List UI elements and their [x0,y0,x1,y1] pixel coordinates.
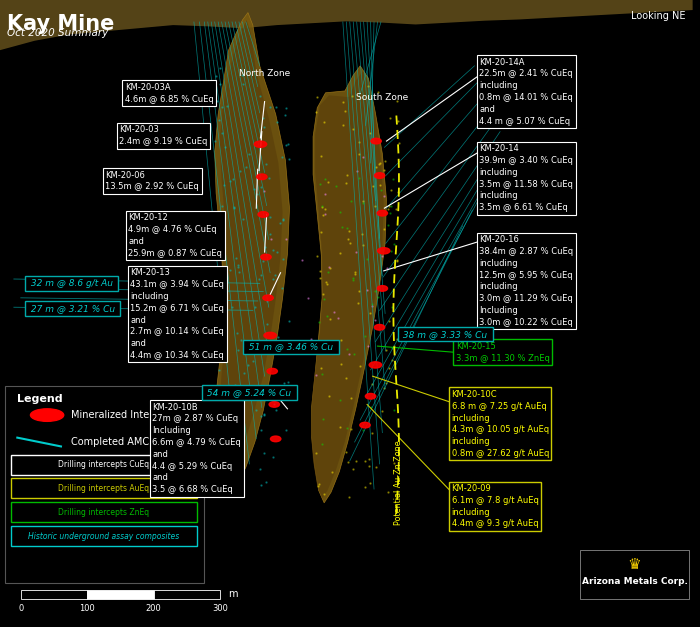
Ellipse shape [377,285,388,291]
Ellipse shape [264,332,276,339]
Polygon shape [0,0,692,50]
Text: 32 m @ 8.6 g/t Au: 32 m @ 8.6 g/t Au [28,279,116,288]
Text: KM-20-03A
4.6m @ 6.85 % CuEq: KM-20-03A 4.6m @ 6.85 % CuEq [125,83,214,103]
Bar [88,590,154,599]
FancyBboxPatch shape [11,478,197,498]
Ellipse shape [267,369,277,374]
FancyBboxPatch shape [580,550,690,599]
Ellipse shape [374,325,385,330]
Ellipse shape [258,211,268,217]
Ellipse shape [365,394,376,399]
Text: Oct 2020 Summary: Oct 2020 Summary [7,28,108,38]
Text: 38 m @ 3.33 % Cu: 38 m @ 3.33 % Cu [400,330,490,339]
Text: 200: 200 [146,604,162,613]
Ellipse shape [263,295,273,301]
Text: South Zone: South Zone [356,93,409,102]
Ellipse shape [371,138,382,144]
Text: Kay Mine: Kay Mine [7,14,114,34]
Text: Historic underground assay composites: Historic underground assay composites [28,532,179,540]
Text: KM-20-12
4.9m @ 4.76 % CuEq
and
25.9m @ 0.87 % CuEq: KM-20-12 4.9m @ 4.76 % CuEq and 25.9m @ … [128,213,222,258]
Text: 27 m @ 3.21 % Cu: 27 m @ 3.21 % Cu [28,304,118,313]
Bar [21,590,88,599]
Text: Drilling intercepts AuEq: Drilling intercepts AuEq [58,484,150,493]
Bar [154,590,220,599]
Text: 54 m @ 5.24 % Cu: 54 m @ 5.24 % Cu [204,388,294,397]
Text: KM-20-13
43.1m @ 3.94 % CuEq
including
15.2m @ 6.71 % CuEq
and
2.7m @ 10.14 % Cu: KM-20-13 43.1m @ 3.94 % CuEq including 1… [130,268,224,360]
Text: 100: 100 [79,604,95,613]
Text: Potential Au-Zn Zone: Potential Au-Zn Zone [395,441,403,525]
Polygon shape [220,20,283,482]
Text: KM-20-10C
6.8 m @ 7.25 g/t AuEq
including
4.3m @ 10.05 g/t AuEq
including
0.8m @: KM-20-10C 6.8 m @ 7.25 g/t AuEq includin… [452,390,549,458]
Text: Drilling intercepts ZnEq: Drilling intercepts ZnEq [58,508,150,517]
Text: Arizona Metals Corp.: Arizona Metals Corp. [582,577,687,586]
Ellipse shape [369,362,382,368]
Text: 51 m @ 3.46 % Cu: 51 m @ 3.46 % Cu [246,342,336,351]
FancyBboxPatch shape [11,455,197,475]
Text: Legend: Legend [18,394,63,404]
Ellipse shape [257,174,267,180]
Text: 0: 0 [18,604,23,613]
Ellipse shape [254,141,267,147]
Ellipse shape [374,172,385,178]
Text: Drilling intercepts CuEq: Drilling intercepts CuEq [58,460,150,469]
FancyBboxPatch shape [11,526,197,546]
Text: Mineralized Intercepts: Mineralized Intercepts [71,410,179,420]
Polygon shape [311,71,384,498]
Text: Completed AMC Drilling: Completed AMC Drilling [71,437,187,447]
Ellipse shape [31,409,64,421]
Ellipse shape [270,436,281,441]
Polygon shape [312,66,386,503]
Ellipse shape [360,423,370,428]
Ellipse shape [377,211,388,216]
Text: Looking NE: Looking NE [631,11,686,21]
Polygon shape [215,13,290,497]
Text: KM-20-15
3.3m @ 11.30 % ZnEq: KM-20-15 3.3m @ 11.30 % ZnEq [456,342,550,362]
Text: 300: 300 [212,604,228,613]
FancyBboxPatch shape [5,386,204,583]
Text: KM-20-09
6.1m @ 7.8 g/t AuEq
including
4.4m @ 9.3 g/t AuEq: KM-20-09 6.1m @ 7.8 g/t AuEq including 4… [452,484,538,529]
Text: KM-20-16
38.4m @ 2.87 % CuEq
including
12.5m @ 5.95 % CuEq
including
3.0m @ 11.2: KM-20-16 38.4m @ 2.87 % CuEq including 1… [480,235,573,327]
Text: m: m [229,589,238,599]
Text: KM-20-14
39.9m @ 3.40 % CuEq
including
3.5m @ 11.58 % CuEq
including
3.5m @ 6.61: KM-20-14 39.9m @ 3.40 % CuEq including 3… [480,144,573,212]
Text: KM-20-06
13.5m @ 2.92 % CuEq: KM-20-06 13.5m @ 2.92 % CuEq [105,171,199,191]
Text: KM-20-03
2.4m @ 9.19 % CuEq: KM-20-03 2.4m @ 9.19 % CuEq [119,125,207,146]
Text: ♛: ♛ [628,557,641,572]
Ellipse shape [269,402,279,408]
Text: North Zone: North Zone [239,70,290,78]
Ellipse shape [377,248,390,254]
FancyBboxPatch shape [11,502,197,522]
Ellipse shape [261,255,271,260]
Text: KM-20-14A
22.5m @ 2.41 % CuEq
including
0.8m @ 14.01 % CuEq
and
4.4 m @ 5.07 % C: KM-20-14A 22.5m @ 2.41 % CuEq including … [480,58,573,125]
Text: KM-20-10B
27m @ 2.87 % CuEq
Including
6.6m @ 4.79 % CuEq
and
4.4 @ 5.29 % CuEq
a: KM-20-10B 27m @ 2.87 % CuEq Including 6.… [153,403,241,494]
